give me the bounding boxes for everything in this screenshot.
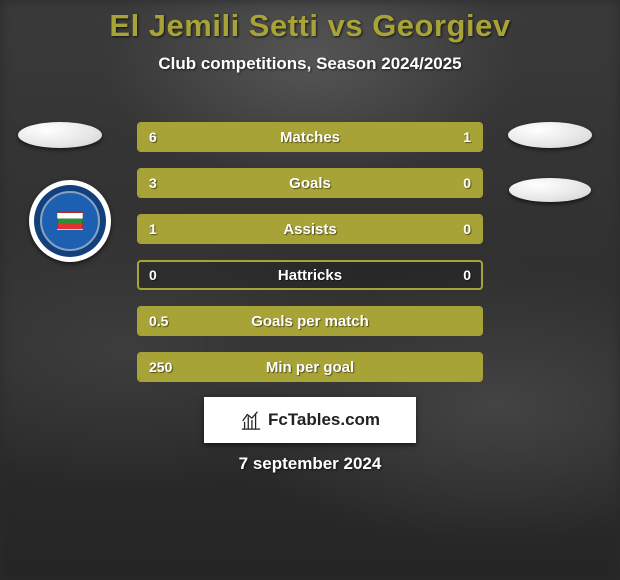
stat-row: 250Min per goal <box>137 352 483 382</box>
bar-fill-left <box>139 216 481 242</box>
page-subtitle: Club competitions, Season 2024/2025 <box>0 54 620 74</box>
fctables-logo-icon <box>240 409 262 431</box>
bar-fill-left <box>139 354 481 380</box>
stat-row: 30Goals <box>137 168 483 198</box>
bar-fill-left <box>139 170 481 196</box>
stat-row: 10Assists <box>137 214 483 244</box>
stat-value-left: 0 <box>149 262 157 288</box>
club-crest-icon <box>34 185 106 257</box>
player-right-placeholder <box>508 122 592 148</box>
bar-fill-left <box>139 124 402 150</box>
club-right-placeholder <box>509 178 591 202</box>
stat-label: Hattricks <box>139 262 481 288</box>
date-label: 7 september 2024 <box>0 454 620 474</box>
bar-fill-left <box>139 308 481 334</box>
branding-bar: FcTables.com <box>204 397 416 443</box>
stat-rows: 61Matches 30Goals 10Assists 0 0Hattricks 0.5G… <box>137 122 483 398</box>
stat-row: 0 0Hattricks <box>137 260 483 290</box>
infographic: El Jemili Setti vs Georgiev Club competi… <box>0 0 620 580</box>
player-left-placeholder <box>18 122 102 148</box>
stat-value-right: 0 <box>463 262 471 288</box>
flag-icon <box>57 212 83 230</box>
stat-row: 0.5Goals per match <box>137 306 483 336</box>
bar-fill-right <box>402 124 481 150</box>
page-title: El Jemili Setti vs Georgiev <box>0 0 620 44</box>
branding-text: FcTables.com <box>268 410 380 430</box>
club-left-badge <box>29 180 111 262</box>
stat-row: 61Matches <box>137 122 483 152</box>
